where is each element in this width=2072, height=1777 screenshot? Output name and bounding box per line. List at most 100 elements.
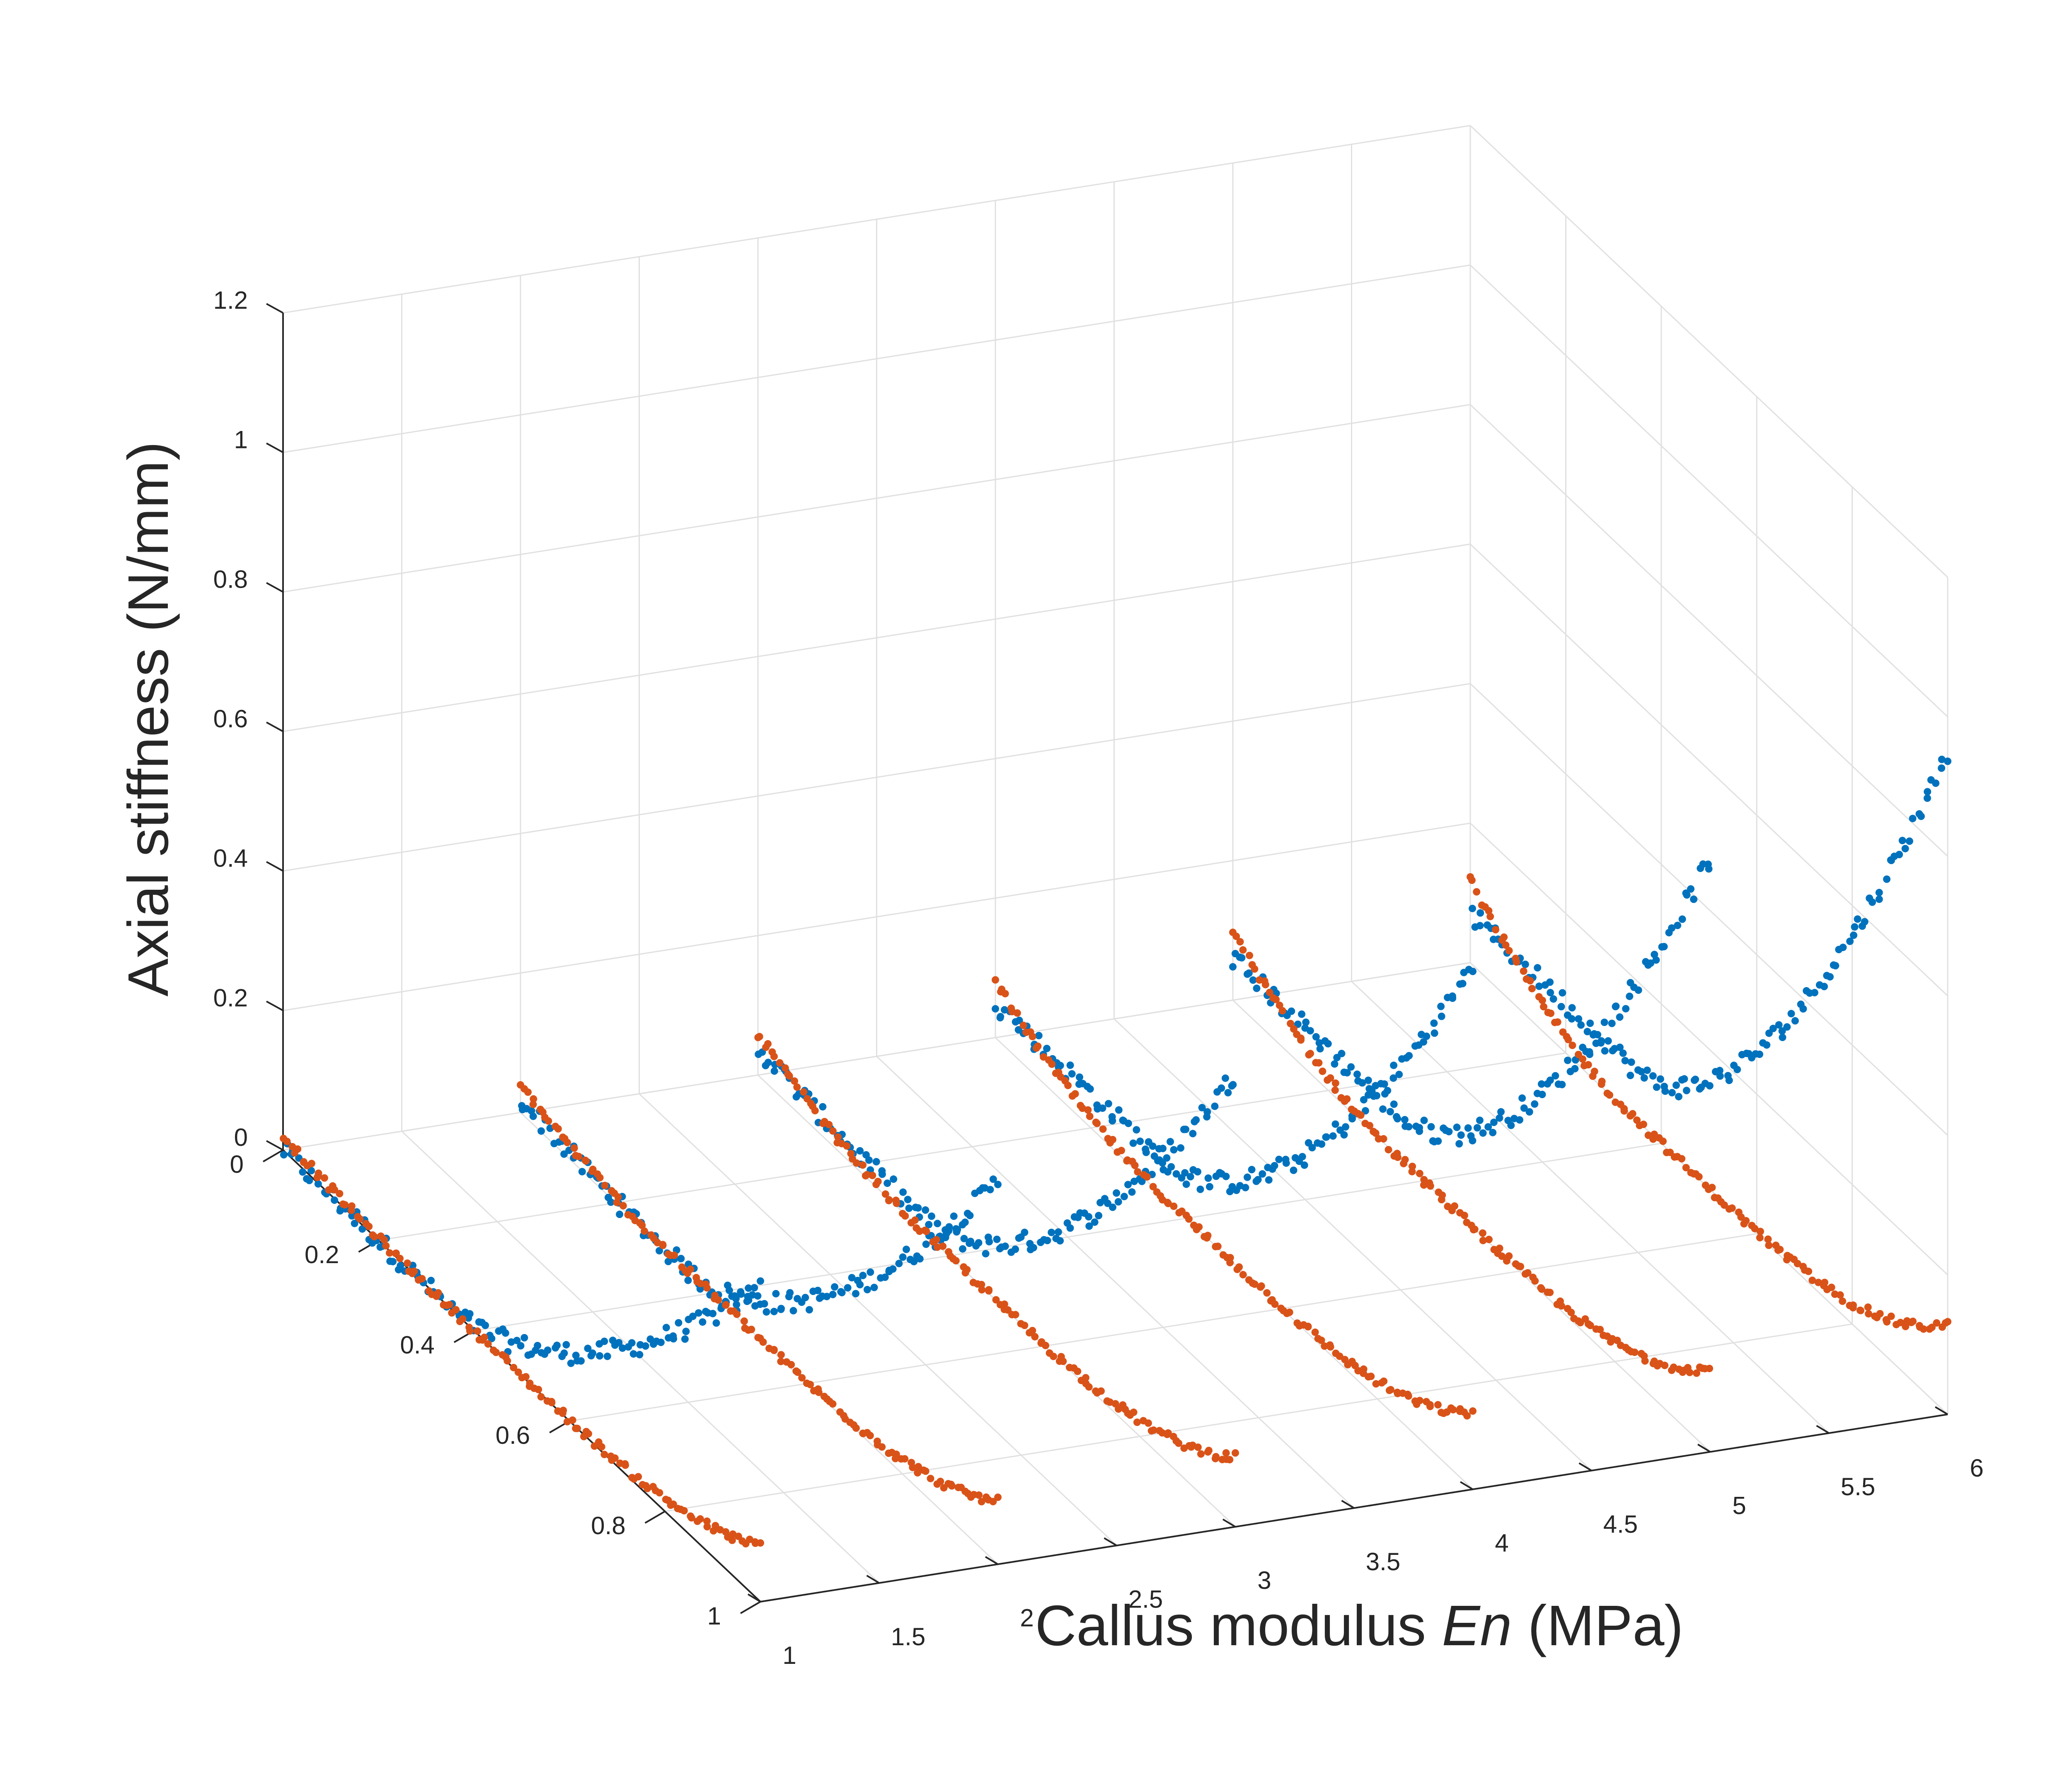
scatter-point-series2 <box>1776 1246 1784 1254</box>
scatter-point-series2 <box>1678 1155 1686 1163</box>
scatter-point-series1 <box>1167 1138 1174 1145</box>
x-tick-label: 4 <box>1495 1529 1508 1557</box>
scatter-point-series1 <box>544 1346 552 1354</box>
scatter-point-series2 <box>530 1095 537 1103</box>
scatter-point-series1 <box>1189 1130 1197 1138</box>
scatter-point-series2 <box>1131 1162 1139 1169</box>
scatter-point-series1 <box>1218 1084 1225 1092</box>
z-tick-label: 0.2 <box>213 984 248 1012</box>
scatter-point-series1 <box>789 1307 797 1315</box>
scatter-point-series1 <box>1196 1185 1204 1193</box>
scatter-point-series2 <box>1520 967 1527 975</box>
scatter-point-series1 <box>307 1167 315 1174</box>
scatter-point-series1 <box>1133 1126 1140 1134</box>
scatter-point-series1 <box>1300 1161 1308 1169</box>
scatter-point-series1 <box>1343 1069 1351 1077</box>
scatter-point-series2 <box>1836 1291 1844 1299</box>
scatter-point-series1 <box>1917 812 1925 820</box>
scatter-point-series2 <box>759 1338 767 1346</box>
scatter-point-series1 <box>1159 1159 1167 1167</box>
scatter-point-series1 <box>732 1295 740 1302</box>
scatter-point-series1 <box>927 1212 935 1220</box>
scatter-point-series2 <box>1666 1148 1674 1156</box>
scatter-point-series2 <box>356 1215 364 1223</box>
scatter-point-series1 <box>1372 1082 1380 1089</box>
scatter-point-series2 <box>1019 1022 1027 1029</box>
scatter-point-series2 <box>1086 1112 1094 1120</box>
scatter-point-series2 <box>757 1539 764 1547</box>
scatter-point-series1 <box>760 1300 768 1307</box>
scatter-point-series1 <box>1448 992 1456 1000</box>
scatter-point-series1 <box>852 1290 859 1298</box>
scatter-point-series1 <box>1029 1244 1037 1252</box>
scatter-point-series1 <box>1420 1038 1428 1046</box>
side-wall-grid-z <box>1469 404 1949 857</box>
scatter-point-series1 <box>1861 918 1869 926</box>
scatter-point-series1 <box>1434 1137 1442 1145</box>
scatter-point-series1 <box>1518 1094 1526 1102</box>
scatter-point-series1 <box>669 1332 677 1340</box>
scatter-point-series1 <box>351 1220 358 1227</box>
scatter-point-series1 <box>750 1284 758 1292</box>
scatter-point-series1 <box>1733 1065 1741 1073</box>
scatter-point-series1 <box>1438 1012 1445 1020</box>
scatter-point-series2 <box>1821 1278 1828 1286</box>
scatter-point-series1 <box>989 1175 997 1183</box>
scatter-point-series2 <box>564 1138 571 1146</box>
scatter-point-series1 <box>1716 1067 1723 1075</box>
x-tick-label: 6 <box>1970 1454 1983 1482</box>
scatter-point-series2 <box>815 1388 823 1396</box>
scatter-point-series2 <box>1426 1401 1434 1409</box>
scatter-point-series2 <box>1513 958 1520 966</box>
scatter-point-series2 <box>1000 1300 1008 1308</box>
scatter-point-series1 <box>1668 924 1676 932</box>
scatter-point-series2 <box>1449 1406 1457 1414</box>
z-tick-label: 0 <box>234 1123 248 1151</box>
scatter-point-series2 <box>1239 946 1247 954</box>
scatter-point-series1 <box>1364 1076 1372 1084</box>
scatter-point-series1 <box>695 1309 702 1317</box>
scatter-point-series2 <box>619 1202 627 1210</box>
scatter-point-series2 <box>1380 1135 1387 1143</box>
scatter-point-series2 <box>1031 1333 1039 1341</box>
scatter-point-series2 <box>621 1460 629 1468</box>
scatter-point-series1 <box>517 1342 525 1350</box>
scatter-point-series2 <box>644 1484 651 1492</box>
scatter-point-series2 <box>1326 1341 1334 1349</box>
scatter-point-series1 <box>1568 1004 1576 1012</box>
scatter-point-series1 <box>1271 1162 1278 1169</box>
scatter-point-series2 <box>614 1193 622 1201</box>
scatter-point-series1 <box>1690 896 1698 903</box>
scatter-point-series1 <box>1634 986 1642 994</box>
scatter-point-series2 <box>1598 1077 1606 1085</box>
scatter-point-series1 <box>1575 1015 1583 1023</box>
scatter-point-series1 <box>966 1212 974 1220</box>
scatter-point-series1 <box>1869 898 1876 906</box>
scatter-point-series1 <box>865 1156 873 1164</box>
scatter-point-series1 <box>1839 944 1847 951</box>
scatter-point-series2 <box>1257 1282 1265 1290</box>
scatter-point-series1 <box>1275 1155 1283 1163</box>
scatter-point-series1 <box>636 1351 644 1358</box>
scatter-point-series2 <box>1235 1263 1243 1271</box>
scatter-point-series2 <box>1021 1322 1029 1329</box>
scatter-point-series2 <box>1164 1200 1172 1208</box>
scatter-point-series1 <box>1373 1092 1380 1099</box>
scatter-point-series1 <box>910 1258 918 1266</box>
scatter-point-series2 <box>1695 1173 1703 1181</box>
scatter-point-series1 <box>1457 1131 1465 1139</box>
scatter-point-series2 <box>1486 913 1494 920</box>
scatter-point-series1 <box>745 1284 753 1292</box>
scatter-point-series1 <box>772 1290 780 1298</box>
scatter-point-series1 <box>1229 1081 1237 1089</box>
scatter-point-series1 <box>1476 1116 1484 1124</box>
scatter-point-series1 <box>1423 1032 1431 1040</box>
floor-grid-x <box>995 1037 1474 1490</box>
scatter-point-series1 <box>1242 1184 1249 1191</box>
scatter-point-series1 <box>1924 788 1932 796</box>
scatter-point-series1 <box>615 1339 623 1346</box>
y-tick-label: 0.8 <box>591 1512 625 1540</box>
scatter-point-series1 <box>1811 989 1818 997</box>
scatter-point-series1 <box>501 1329 509 1337</box>
x-tick-mark <box>1341 1500 1355 1509</box>
